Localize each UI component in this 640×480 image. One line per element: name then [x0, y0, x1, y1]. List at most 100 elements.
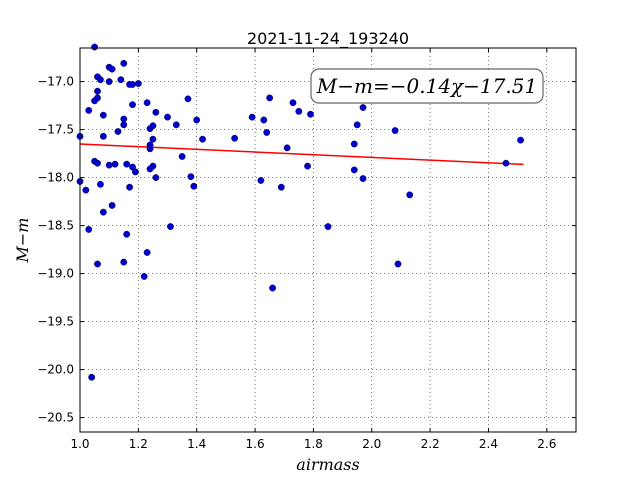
data-point	[134, 80, 142, 87]
data-point	[99, 132, 107, 140]
data-point	[266, 94, 274, 102]
y-axis-label: M−m	[13, 218, 32, 264]
y-tick-label: −17.0	[37, 75, 74, 89]
data-point	[88, 373, 96, 381]
data-point	[108, 202, 116, 209]
data-point	[263, 129, 271, 136]
data-point	[97, 180, 104, 188]
annotation-box	[310, 68, 544, 104]
data-point	[391, 127, 399, 134]
data-point	[257, 177, 265, 184]
y-tick-label: −19.0	[37, 267, 74, 281]
data-point	[304, 162, 311, 170]
data-point	[123, 230, 131, 238]
data-point	[129, 101, 136, 109]
data-point	[517, 136, 524, 144]
x-tick-label: 1.4	[187, 437, 206, 451]
data-point	[324, 223, 332, 230]
data-point	[350, 166, 358, 174]
data-point	[143, 99, 151, 107]
data-point	[193, 116, 201, 124]
data-point	[94, 260, 101, 268]
data-point	[359, 175, 367, 182]
x-tick-label: 2.0	[362, 437, 381, 451]
fit-line	[79, 143, 524, 166]
data-point	[394, 260, 402, 268]
data-point	[187, 173, 195, 181]
data-point	[126, 183, 134, 191]
data-point	[283, 144, 291, 152]
data-points	[76, 43, 524, 381]
data-point	[94, 87, 101, 95]
data-point	[152, 108, 160, 116]
x-tick-label: 2.6	[537, 437, 556, 451]
x-tick-label: 1.8	[304, 437, 323, 451]
data-point	[129, 81, 136, 88]
x-tick-label: 2.4	[479, 437, 498, 451]
data-point	[94, 159, 101, 167]
data-point	[353, 121, 361, 129]
data-point	[111, 160, 119, 168]
y-axis-ticks: −17.0 −17.5 −18.0 −18.5 −19.0 −19.5 −20.0 −20.5	[37, 75, 576, 425]
data-point	[167, 223, 174, 230]
data-point	[152, 174, 160, 182]
x-tick-label: 1.2	[129, 437, 148, 451]
x-tick-label: 2.2	[421, 437, 440, 451]
x-tick-label: 1.0	[70, 437, 89, 451]
data-point	[178, 153, 186, 160]
x-tick-label: 1.6	[246, 437, 265, 451]
data-point	[82, 186, 90, 194]
data-point	[140, 273, 148, 280]
data-point	[172, 121, 180, 129]
data-point	[248, 113, 256, 121]
data-point	[97, 76, 104, 84]
x-axis-label: airmass	[296, 455, 359, 474]
data-point	[99, 208, 107, 216]
data-point	[99, 111, 107, 119]
y-tick-label: −18.0	[37, 171, 74, 185]
data-point	[260, 116, 268, 124]
data-point	[108, 65, 116, 73]
data-point	[105, 161, 113, 169]
data-point	[149, 122, 157, 130]
data-point	[289, 99, 297, 107]
data-point	[295, 107, 303, 115]
data-point	[85, 107, 93, 114]
data-point	[120, 258, 128, 266]
data-point	[143, 249, 151, 256]
data-point	[91, 97, 98, 105]
data-point	[199, 135, 206, 143]
data-point	[120, 121, 128, 129]
data-point	[184, 95, 192, 103]
data-point	[350, 140, 358, 148]
data-point	[91, 43, 98, 51]
y-tick-label: −18.5	[37, 219, 74, 233]
y-tick-label: −20.0	[37, 363, 74, 377]
data-point	[85, 226, 93, 233]
data-point	[132, 168, 139, 176]
data-point	[269, 284, 276, 292]
data-point	[117, 76, 125, 84]
y-tick-label: −20.5	[37, 411, 74, 425]
data-point	[406, 191, 414, 199]
fit-line-group	[79, 143, 524, 166]
data-point	[307, 110, 314, 118]
y-tick-label: −17.5	[37, 123, 74, 137]
data-point	[149, 162, 157, 170]
data-point	[231, 134, 239, 142]
data-point	[123, 160, 131, 168]
data-point	[120, 115, 128, 123]
data-point	[146, 145, 154, 153]
data-point	[502, 159, 510, 167]
data-point	[149, 135, 157, 143]
data-point	[164, 113, 171, 121]
fit-equation-annotation: M−m=−0.14χ−17.51	[316, 74, 537, 98]
x-axis-ticks: 1.0 1.2 1.4 1.6 1.8 2.0 2.2 2.4 2.6	[70, 48, 556, 451]
data-point	[359, 104, 367, 111]
chart-title: 2021-11-24_193240	[247, 29, 409, 49]
y-tick-label: −19.5	[37, 315, 74, 329]
plot-frame	[79, 47, 577, 433]
data-point	[190, 182, 198, 190]
data-point	[120, 59, 128, 67]
